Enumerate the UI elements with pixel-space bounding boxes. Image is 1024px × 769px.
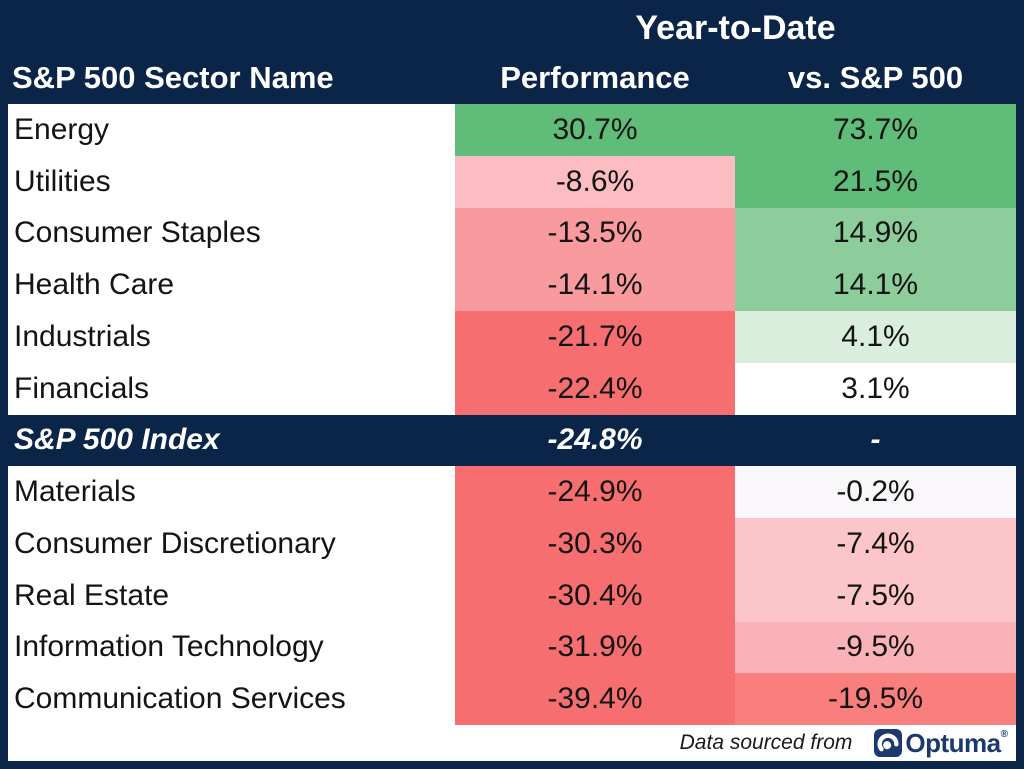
sector-name-cell: Health Care	[8, 259, 455, 311]
optuma-logo: Optuma ®	[874, 729, 1008, 757]
sector-name-cell: Industrials	[8, 311, 455, 363]
data-source-label: Data sourced from	[679, 731, 853, 754]
header-year-to-date: Year-to-Date	[635, 9, 836, 47]
header-performance: Performance	[500, 60, 690, 95]
sector-name-cell: Communication Services	[8, 673, 455, 725]
sector-name-cell: Utilities	[8, 155, 455, 208]
sector-name-cell: Consumer Staples	[8, 207, 455, 260]
performance-cell: -21.7%	[455, 311, 735, 363]
table-row: Consumer Staples -13.5% 14.9%	[8, 207, 1016, 260]
vs-sp500-cell: 4.1%	[735, 311, 1016, 363]
table-row: Energy 30.7% 73.7%	[8, 104, 1016, 156]
header-vs-sp500: vs. S&P 500	[787, 60, 964, 95]
performance-cell: -8.6%	[455, 155, 735, 208]
performance-cell: -22.4%	[455, 362, 735, 415]
header-sector-name: S&P 500 Sector Name	[12, 60, 334, 95]
table-header: Year-to-Date S&P 500 Sector Name Perform…	[0, 0, 1024, 104]
vs-sp500-cell: -7.4%	[735, 518, 1016, 570]
table-row: Health Care -14.1% 14.1%	[8, 259, 1016, 311]
registered-mark: ®	[1000, 729, 1008, 740]
vs-sp500-cell: 14.1%	[735, 259, 1016, 311]
vs-sp500-cell: 21.5%	[735, 155, 1016, 208]
table-row: S&P 500 Index -24.8% -	[8, 414, 1016, 467]
performance-cell: -13.5%	[455, 207, 735, 260]
performance-cell: 30.7%	[455, 104, 735, 156]
optuma-logo-icon	[874, 729, 903, 757]
sector-name-cell: Information Technology	[8, 621, 455, 674]
optuma-logo-text: Optuma	[905, 728, 1001, 758]
vs-sp500-cell: 3.1%	[735, 362, 1016, 415]
sector-name-cell: Financials	[8, 362, 455, 415]
sector-name-cell: Real Estate	[8, 569, 455, 622]
vs-sp500-cell: -19.5%	[735, 673, 1016, 725]
performance-cell: -30.3%	[455, 518, 735, 570]
vs-sp500-cell: 73.7%	[735, 104, 1016, 156]
table-row: Utilities -8.6% 21.5%	[8, 155, 1016, 208]
vs-sp500-cell: 14.9%	[735, 207, 1016, 260]
performance-cell: -39.4%	[455, 673, 735, 725]
performance-cell: -31.9%	[455, 621, 735, 674]
performance-cell: -30.4%	[455, 569, 735, 622]
sector-name-cell: Energy	[8, 104, 455, 156]
sector-name-cell: S&P 500 Index	[8, 414, 455, 467]
table-row: Information Technology -31.9% -9.5%	[8, 621, 1016, 674]
table-row: Materials -24.9% -0.2%	[8, 466, 1016, 518]
performance-cell: -24.8%	[455, 414, 735, 467]
sector-name-cell: Consumer Discretionary	[8, 518, 455, 570]
vs-sp500-cell: -7.5%	[735, 569, 1016, 622]
table-row: Consumer Discretionary -30.3% -7.4%	[8, 518, 1016, 570]
vs-sp500-cell: -	[735, 414, 1016, 467]
table-row: Financials -22.4% 3.1%	[8, 362, 1016, 415]
footer: Data sourced from Optuma ®	[8, 725, 1016, 761]
vs-sp500-cell: -9.5%	[735, 621, 1016, 674]
sector-name-cell: Materials	[8, 466, 455, 518]
performance-cell: -24.9%	[455, 466, 735, 518]
vs-sp500-cell: -0.2%	[735, 466, 1016, 518]
table-row: Industrials -21.7% 4.1%	[8, 311, 1016, 363]
performance-cell: -14.1%	[455, 259, 735, 311]
table-row: Real Estate -30.4% -7.5%	[8, 569, 1016, 622]
table-row: Communication Services -39.4% -19.5%	[8, 673, 1016, 725]
table-body: Energy 30.7% 73.7% Utilities -8.6% 21.5%…	[8, 104, 1016, 725]
